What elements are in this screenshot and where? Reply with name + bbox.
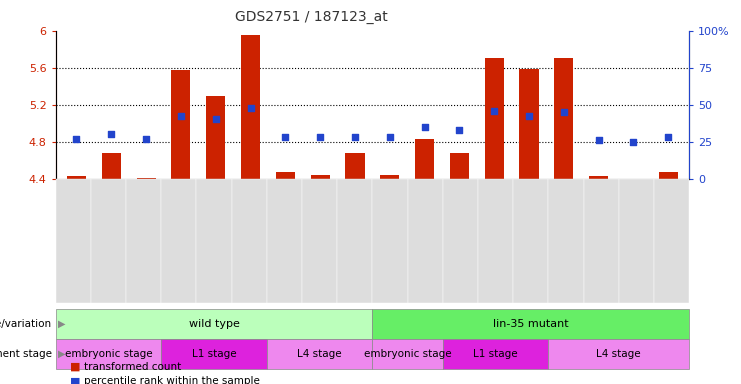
Point [523, 113, 535, 119]
Bar [241, 35, 260, 179]
Text: development stage: development stage [0, 349, 52, 359]
Text: ▶: ▶ [58, 319, 65, 329]
Bar [554, 58, 574, 179]
Text: genotype/variation: genotype/variation [0, 319, 52, 329]
Bar [310, 175, 330, 179]
Bar [206, 96, 225, 179]
Point [245, 104, 256, 111]
Point [140, 136, 152, 142]
Bar [171, 70, 190, 179]
Point [175, 113, 187, 119]
Bar [415, 139, 434, 179]
Bar [450, 153, 469, 179]
Text: L1 stage: L1 stage [192, 349, 236, 359]
Point [314, 134, 326, 140]
Text: transformed count: transformed count [84, 362, 181, 372]
Bar [136, 178, 156, 179]
Point [453, 127, 465, 133]
Text: ■: ■ [70, 362, 81, 372]
Bar [519, 69, 539, 179]
Text: wild type: wild type [188, 319, 239, 329]
Text: L4 stage: L4 stage [597, 349, 641, 359]
Text: percentile rank within the sample: percentile rank within the sample [84, 376, 259, 384]
Text: ■: ■ [70, 376, 81, 384]
Point [349, 134, 361, 140]
Text: embryonic stage: embryonic stage [364, 349, 451, 359]
Text: L1 stage: L1 stage [473, 349, 518, 359]
Point [419, 124, 431, 130]
Bar [659, 172, 678, 179]
Point [628, 139, 639, 145]
Bar [67, 176, 86, 179]
Bar [380, 175, 399, 179]
Text: L4 stage: L4 stage [297, 349, 342, 359]
Bar [102, 153, 121, 179]
Text: GDS2751 / 187123_at: GDS2751 / 187123_at [235, 10, 388, 23]
Point [488, 108, 500, 114]
Text: embryonic stage: embryonic stage [64, 349, 152, 359]
Point [279, 134, 291, 140]
Bar [589, 176, 608, 179]
Point [662, 134, 674, 140]
Point [558, 109, 570, 115]
Bar [276, 172, 295, 179]
Bar [345, 153, 365, 179]
Point [593, 137, 605, 143]
Point [105, 131, 117, 137]
Point [384, 134, 396, 140]
Point [210, 116, 222, 122]
Bar [485, 58, 504, 179]
Text: ▶: ▶ [58, 349, 65, 359]
Point [70, 136, 82, 142]
Text: lin-35 mutant: lin-35 mutant [493, 319, 568, 329]
